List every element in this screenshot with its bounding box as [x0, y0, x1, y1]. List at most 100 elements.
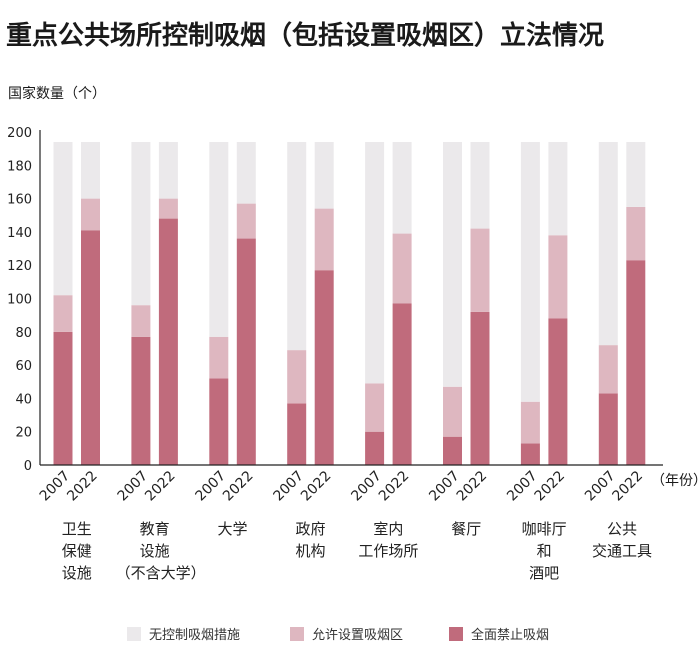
y-tick-label: 60 — [15, 359, 32, 374]
bar-segment — [392, 303, 412, 465]
y-tick-label: 80 — [15, 326, 32, 341]
x-tick-label: 2022 — [376, 468, 413, 505]
bar-segment — [470, 141, 490, 229]
bar-segment — [236, 238, 256, 465]
bar-segment — [365, 141, 385, 384]
bar-segment — [209, 336, 229, 379]
x-tick-label: 2007 — [582, 468, 619, 505]
category-label: 咖啡厅 — [522, 520, 567, 538]
category-label: 大学 — [218, 520, 248, 538]
bar-segment — [392, 141, 412, 234]
category-label: 保健 — [62, 542, 92, 560]
y-tick-label: 120 — [7, 259, 32, 274]
category-label: 和 — [537, 542, 552, 560]
y-tick-label: 40 — [15, 392, 32, 407]
category-label: 公共 — [607, 520, 637, 538]
chart-title: 重点公共场所控制吸烟（包括设置吸烟区）立法情况 — [6, 20, 604, 51]
bar-segment — [209, 378, 229, 465]
bar-segment — [236, 141, 256, 204]
x-tick-label: 2022 — [532, 468, 569, 505]
bar-segment — [158, 141, 178, 199]
legend-label: 允许设置吸烟区 — [312, 627, 403, 643]
bars — [53, 141, 646, 465]
x-tick-label: 2022 — [142, 468, 179, 505]
x-tick-label: 2007 — [193, 468, 230, 505]
bar-segment — [287, 403, 307, 465]
category-label: 室内 — [373, 520, 403, 538]
category-label: 设施 — [140, 542, 170, 560]
bar-segment — [81, 230, 100, 465]
bar-segment — [520, 443, 540, 465]
x-tick-label: 2022 — [454, 468, 491, 505]
bar-segment — [131, 141, 151, 306]
x-tick-label: 2022 — [610, 468, 647, 505]
bar-segment — [392, 233, 412, 304]
bar-segment — [81, 141, 100, 199]
y-axis-label: 国家数量（个） — [8, 85, 106, 102]
bar-segment — [443, 141, 462, 387]
category-label: 设施 — [62, 564, 92, 582]
category-label: 机构 — [295, 542, 325, 560]
bar-segment — [209, 141, 229, 337]
bar-segment — [53, 295, 73, 332]
legend: 无控制吸烟措施 允许设置吸烟区 全面禁止吸烟 — [127, 627, 549, 643]
legend-swatch — [127, 627, 141, 641]
x-tick-label: 2022 — [298, 468, 335, 505]
y-tick-label: 200 — [7, 126, 32, 141]
legend-label: 无控制吸烟措施 — [149, 628, 240, 643]
bar-segment — [314, 270, 334, 465]
bar-segment — [365, 383, 385, 432]
y-tick-label: 180 — [7, 159, 32, 174]
category-label: 工作场所 — [358, 542, 418, 560]
x-axis-label: （年份） — [651, 473, 700, 489]
x-tick-label: 2007 — [270, 468, 307, 505]
category-label: 酒吧 — [529, 564, 559, 582]
bar-segment — [158, 218, 178, 465]
bar-segment — [53, 331, 73, 465]
y-tick-label: 100 — [7, 293, 32, 308]
bar-segment — [598, 141, 618, 346]
y-axis: 0 20 40 60 80 100 120 140 160 180 200 — [7, 126, 41, 474]
bar-segment — [443, 436, 462, 465]
y-tick-label: 160 — [7, 193, 32, 208]
category-label: 教育 — [140, 520, 170, 538]
bar-segment — [548, 235, 568, 319]
legend-swatch — [290, 627, 304, 641]
bar-segment — [314, 141, 334, 209]
x-tick-label: 2022 — [220, 468, 257, 505]
x-tick-label: 2007 — [426, 468, 463, 505]
bar-segment — [470, 311, 490, 465]
bar-segment — [548, 318, 568, 465]
bar-segment — [598, 345, 618, 394]
category-label: （不含大学） — [116, 564, 206, 582]
category-label: 餐厅 — [451, 520, 481, 538]
bar-segment — [131, 336, 151, 465]
y-tick-label: 140 — [7, 226, 32, 241]
bar-segment — [287, 350, 307, 404]
bar-segment — [626, 206, 646, 261]
category-label: 交通工具 — [592, 542, 652, 560]
bar-segment — [520, 141, 540, 402]
bar-segment — [81, 198, 100, 231]
bar-segment — [626, 260, 646, 465]
y-tick-label: 20 — [15, 426, 32, 441]
x-tick-label: 2007 — [115, 468, 152, 505]
category-label: 卫生 — [62, 520, 92, 538]
category-label: 政府 — [295, 520, 325, 538]
bar-segment — [520, 401, 540, 444]
bar-segment — [158, 198, 178, 219]
bar-segment — [131, 305, 151, 337]
x-tick-label: 2007 — [37, 468, 74, 505]
y-tick-label: 0 — [24, 459, 32, 474]
bar-segment — [598, 393, 618, 465]
bar-segment — [548, 141, 568, 236]
bar-segment — [443, 386, 462, 437]
x-tick-label: 2007 — [348, 468, 385, 505]
bar-segment — [53, 141, 73, 296]
bar-segment — [236, 203, 256, 239]
x-tick-label: 2007 — [504, 468, 541, 505]
legend-swatch — [449, 627, 463, 641]
